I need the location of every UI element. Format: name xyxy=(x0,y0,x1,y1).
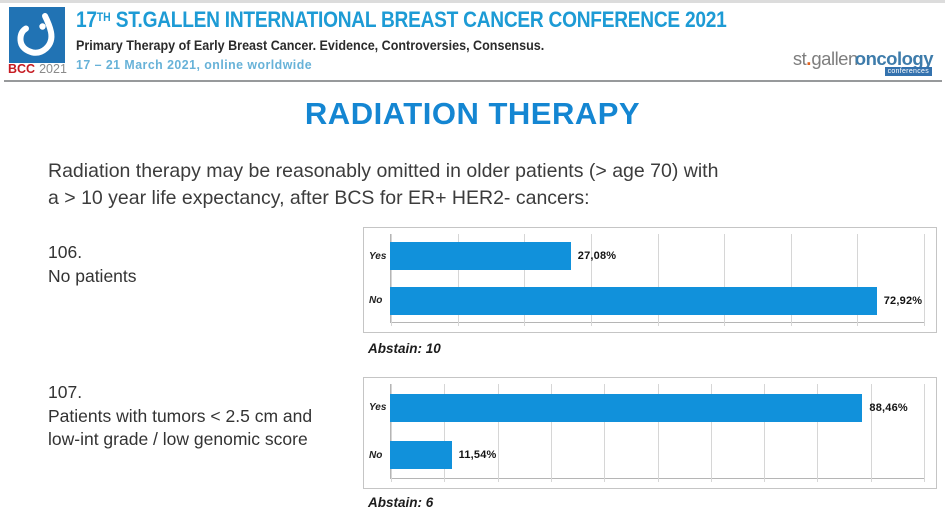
bar xyxy=(390,441,452,470)
bar-category-label: No xyxy=(369,449,383,461)
bar-category-label: Yes xyxy=(369,402,387,414)
slide-title: RADIATION THERAPY xyxy=(304,96,641,131)
gridline xyxy=(444,384,446,482)
vote-chart-107: Yes 88,46% No 11,54% xyxy=(363,377,937,489)
bar-category-label: No xyxy=(369,295,383,307)
header-divider xyxy=(4,80,942,82)
bar-rows: Yes 88,46% No 11,54% xyxy=(364,378,936,488)
conference-title-ordinal: TH xyxy=(96,10,111,24)
bar-track: 11,54% xyxy=(390,441,924,470)
brand-st: st xyxy=(792,48,807,69)
bar-value-label: 11,54% xyxy=(458,449,497,462)
bcc-text: BCC xyxy=(8,62,36,76)
grid-layer xyxy=(390,384,925,482)
question-statement: Radiation therapy may be reasonably omit… xyxy=(48,158,718,212)
gridline xyxy=(924,384,925,482)
bcc-logo-icon xyxy=(9,7,65,63)
question-statement-line1: Radiation therapy may be reasonably omit… xyxy=(48,160,719,182)
gridline xyxy=(817,384,819,482)
gridline xyxy=(710,384,712,482)
bar-row: No 72,92% xyxy=(364,286,924,315)
grid-layer xyxy=(390,234,925,326)
bar-track: 27,08% xyxy=(390,242,924,271)
bar-track: 88,46% xyxy=(390,393,924,422)
vote-chart-106: Yes 27,08% No 72,92% xyxy=(363,227,937,333)
question-107-label: 107. Patients with tumors < 2.5 cm and l… xyxy=(48,381,312,452)
conference-title: 17TH ST.GALLEN INTERNATIONAL BREAST CANC… xyxy=(76,7,727,33)
bar xyxy=(390,393,863,422)
top-border-strip xyxy=(0,0,945,3)
brand-dot: . xyxy=(806,48,812,69)
gridline xyxy=(550,384,552,482)
gridline xyxy=(657,234,659,326)
bar-rows: Yes 27,08% No 72,92% xyxy=(364,228,936,332)
bar-track: 72,92% xyxy=(390,286,924,315)
stgallen-oncology-logo: st.gallenoncology xyxy=(792,48,934,70)
brand-oncology: oncology xyxy=(854,48,934,69)
conference-title-number: 17 xyxy=(76,7,97,32)
gridline xyxy=(524,234,526,326)
gridline xyxy=(790,234,792,326)
gridline xyxy=(764,384,766,482)
question-statement-line2: a > 10 year life expectancy, after BCS f… xyxy=(48,187,590,209)
conference-title-rest: ST.GALLEN INTERNATIONAL BREAST CANCER CO… xyxy=(110,7,727,32)
bar-value-label: 27,08% xyxy=(577,250,617,263)
bar xyxy=(390,242,571,271)
gridline xyxy=(724,234,726,326)
conference-subtitle: Primary Therapy of Early Breast Cancer. … xyxy=(76,38,545,53)
bar-value-label: 72,92% xyxy=(883,294,923,307)
question-107-text-line2: low-int grade / low genomic score xyxy=(48,429,308,449)
gridline xyxy=(391,384,392,482)
bar-row: Yes 27,08% xyxy=(364,242,924,271)
gridline xyxy=(391,234,392,326)
question-106-text: No patients xyxy=(48,265,137,286)
gridline xyxy=(497,384,499,482)
bcc-year: 2021 xyxy=(39,62,67,76)
question-107-text-line1: Patients with tumors < 2.5 cm and xyxy=(48,405,313,426)
gridline xyxy=(657,384,659,482)
bar-row: No 11,54% xyxy=(364,441,924,470)
bar xyxy=(390,286,877,315)
bcc-logo-caption: BCC 2021 xyxy=(8,62,68,76)
question-106-number: 106. xyxy=(48,242,83,262)
question-106-label: 106. No patients xyxy=(48,241,137,288)
conference-dates: 17 – 21 March 2021, online worldwide xyxy=(76,57,313,72)
gridline xyxy=(924,234,925,326)
gridline xyxy=(604,384,606,482)
bar-value-label: 88,46% xyxy=(869,401,908,414)
gridline xyxy=(590,234,592,326)
question-107-number: 107. xyxy=(48,382,83,402)
gridline xyxy=(457,234,459,326)
gridline xyxy=(870,384,872,482)
bar-row: Yes 88,46% xyxy=(364,393,924,422)
conferences-badge: conferences xyxy=(884,67,932,76)
abstain-106: Abstain: 10 xyxy=(368,341,441,356)
abstain-107: Abstain: 6 xyxy=(368,495,434,510)
gridline xyxy=(857,234,859,326)
bar-category-label: Yes xyxy=(369,250,387,262)
brand-gallen: gallen xyxy=(811,48,858,69)
